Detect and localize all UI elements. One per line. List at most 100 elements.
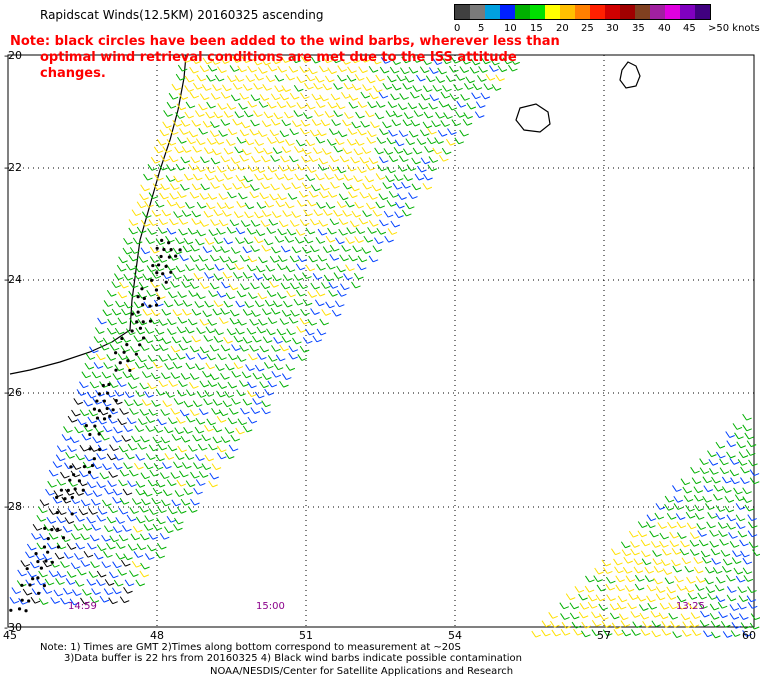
wind-barb xyxy=(730,477,740,485)
wind-barb xyxy=(684,565,695,573)
wind-barb xyxy=(38,506,48,514)
wind-barb xyxy=(742,557,753,565)
wind-barb xyxy=(240,407,250,415)
wind-barb xyxy=(416,138,427,145)
wind-barb xyxy=(719,467,730,475)
wind-barb xyxy=(253,236,264,244)
wind-barb xyxy=(175,112,185,119)
wind-barb xyxy=(298,282,309,290)
wind-barb xyxy=(325,235,336,243)
wind-barb xyxy=(239,283,250,291)
wind-barb xyxy=(281,85,291,92)
wind-barb xyxy=(247,292,258,299)
footnote-line-1: Note: 1) Times are GMT 2)Times along bot… xyxy=(40,642,461,653)
contamination-dot xyxy=(154,303,159,307)
wind-barb xyxy=(199,93,210,101)
wind-barb xyxy=(159,192,169,200)
wind-barb xyxy=(672,565,683,573)
wind-barb xyxy=(161,499,171,507)
wind-barb xyxy=(224,202,235,210)
wind-barb xyxy=(720,620,731,628)
wind-barb xyxy=(440,120,450,127)
wind-barb xyxy=(11,587,22,594)
wind-barb xyxy=(318,219,329,227)
wind-barb xyxy=(133,335,143,343)
wind-barb xyxy=(200,156,210,164)
wind-barb xyxy=(148,532,158,540)
wind-barb xyxy=(192,400,203,408)
wind-barb xyxy=(181,210,192,217)
wind-barb xyxy=(238,380,249,387)
wind-barb xyxy=(731,622,742,629)
wind-barb xyxy=(334,300,345,308)
wind-barb xyxy=(155,238,166,246)
contamination-dot xyxy=(114,398,118,403)
wind-barb xyxy=(378,156,389,164)
wind-barb xyxy=(264,388,274,396)
wind-barb xyxy=(646,521,656,529)
wind-barb xyxy=(726,574,736,582)
legend-swatch xyxy=(500,5,515,19)
wind-barb xyxy=(380,57,391,64)
contamination-dot xyxy=(138,343,142,347)
contamination-dot xyxy=(105,406,109,411)
wind-barb xyxy=(373,237,384,245)
wind-barb xyxy=(419,66,430,74)
wind-barb xyxy=(325,262,336,270)
wind-barb xyxy=(432,84,443,92)
wind-barb xyxy=(80,560,91,567)
wind-barb xyxy=(281,373,292,381)
wind-barb xyxy=(126,417,137,425)
wind-barb xyxy=(311,56,321,64)
wind-barb xyxy=(326,138,337,146)
wind-barb xyxy=(207,193,218,200)
wind-barb xyxy=(245,75,256,82)
wind-barb xyxy=(233,211,244,219)
wind-barb xyxy=(679,548,690,556)
wind-barb xyxy=(252,372,263,380)
wind-barb xyxy=(659,532,670,540)
wind-barb xyxy=(497,65,508,73)
wind-barb xyxy=(644,566,655,574)
wind-barb xyxy=(742,424,752,432)
wind-barb xyxy=(294,236,305,244)
wind-barb xyxy=(334,173,344,181)
wind-barb xyxy=(748,459,758,467)
wind-barb xyxy=(322,83,333,91)
wind-barb xyxy=(561,621,572,629)
wind-barb xyxy=(241,371,252,379)
wind-barb xyxy=(300,119,311,127)
wind-barb xyxy=(153,334,164,342)
lon-label-54: 54 xyxy=(448,629,462,642)
wind-barb xyxy=(339,155,350,163)
wind-barb xyxy=(702,495,712,503)
wind-barb xyxy=(261,58,271,66)
wind-barb xyxy=(365,76,376,84)
wind-barb xyxy=(689,549,700,556)
contamination-dot xyxy=(141,320,145,324)
wind-barb xyxy=(734,432,744,440)
wind-barb xyxy=(275,354,286,362)
wind-barb xyxy=(341,245,351,252)
wind-barb xyxy=(634,583,645,591)
wind-barb xyxy=(162,121,172,129)
contamination-dot xyxy=(24,609,28,613)
wind-barb xyxy=(574,586,585,593)
contamination-dot xyxy=(136,295,140,299)
wind-barb xyxy=(644,575,655,583)
wind-barb xyxy=(354,139,365,146)
wind-barb xyxy=(277,193,287,201)
wind-barb xyxy=(177,291,187,298)
wind-barb xyxy=(376,227,387,235)
wind-barb xyxy=(659,602,670,610)
wind-barb xyxy=(217,66,227,74)
wind-barb xyxy=(109,535,119,543)
wind-barb xyxy=(113,453,124,461)
wind-barb xyxy=(316,328,327,336)
wind-barb xyxy=(299,219,310,226)
wind-barb xyxy=(212,308,223,316)
wind-barb xyxy=(709,612,720,620)
wind-barb xyxy=(126,514,137,522)
wind-barb xyxy=(113,579,124,587)
wind-barb xyxy=(247,255,258,263)
